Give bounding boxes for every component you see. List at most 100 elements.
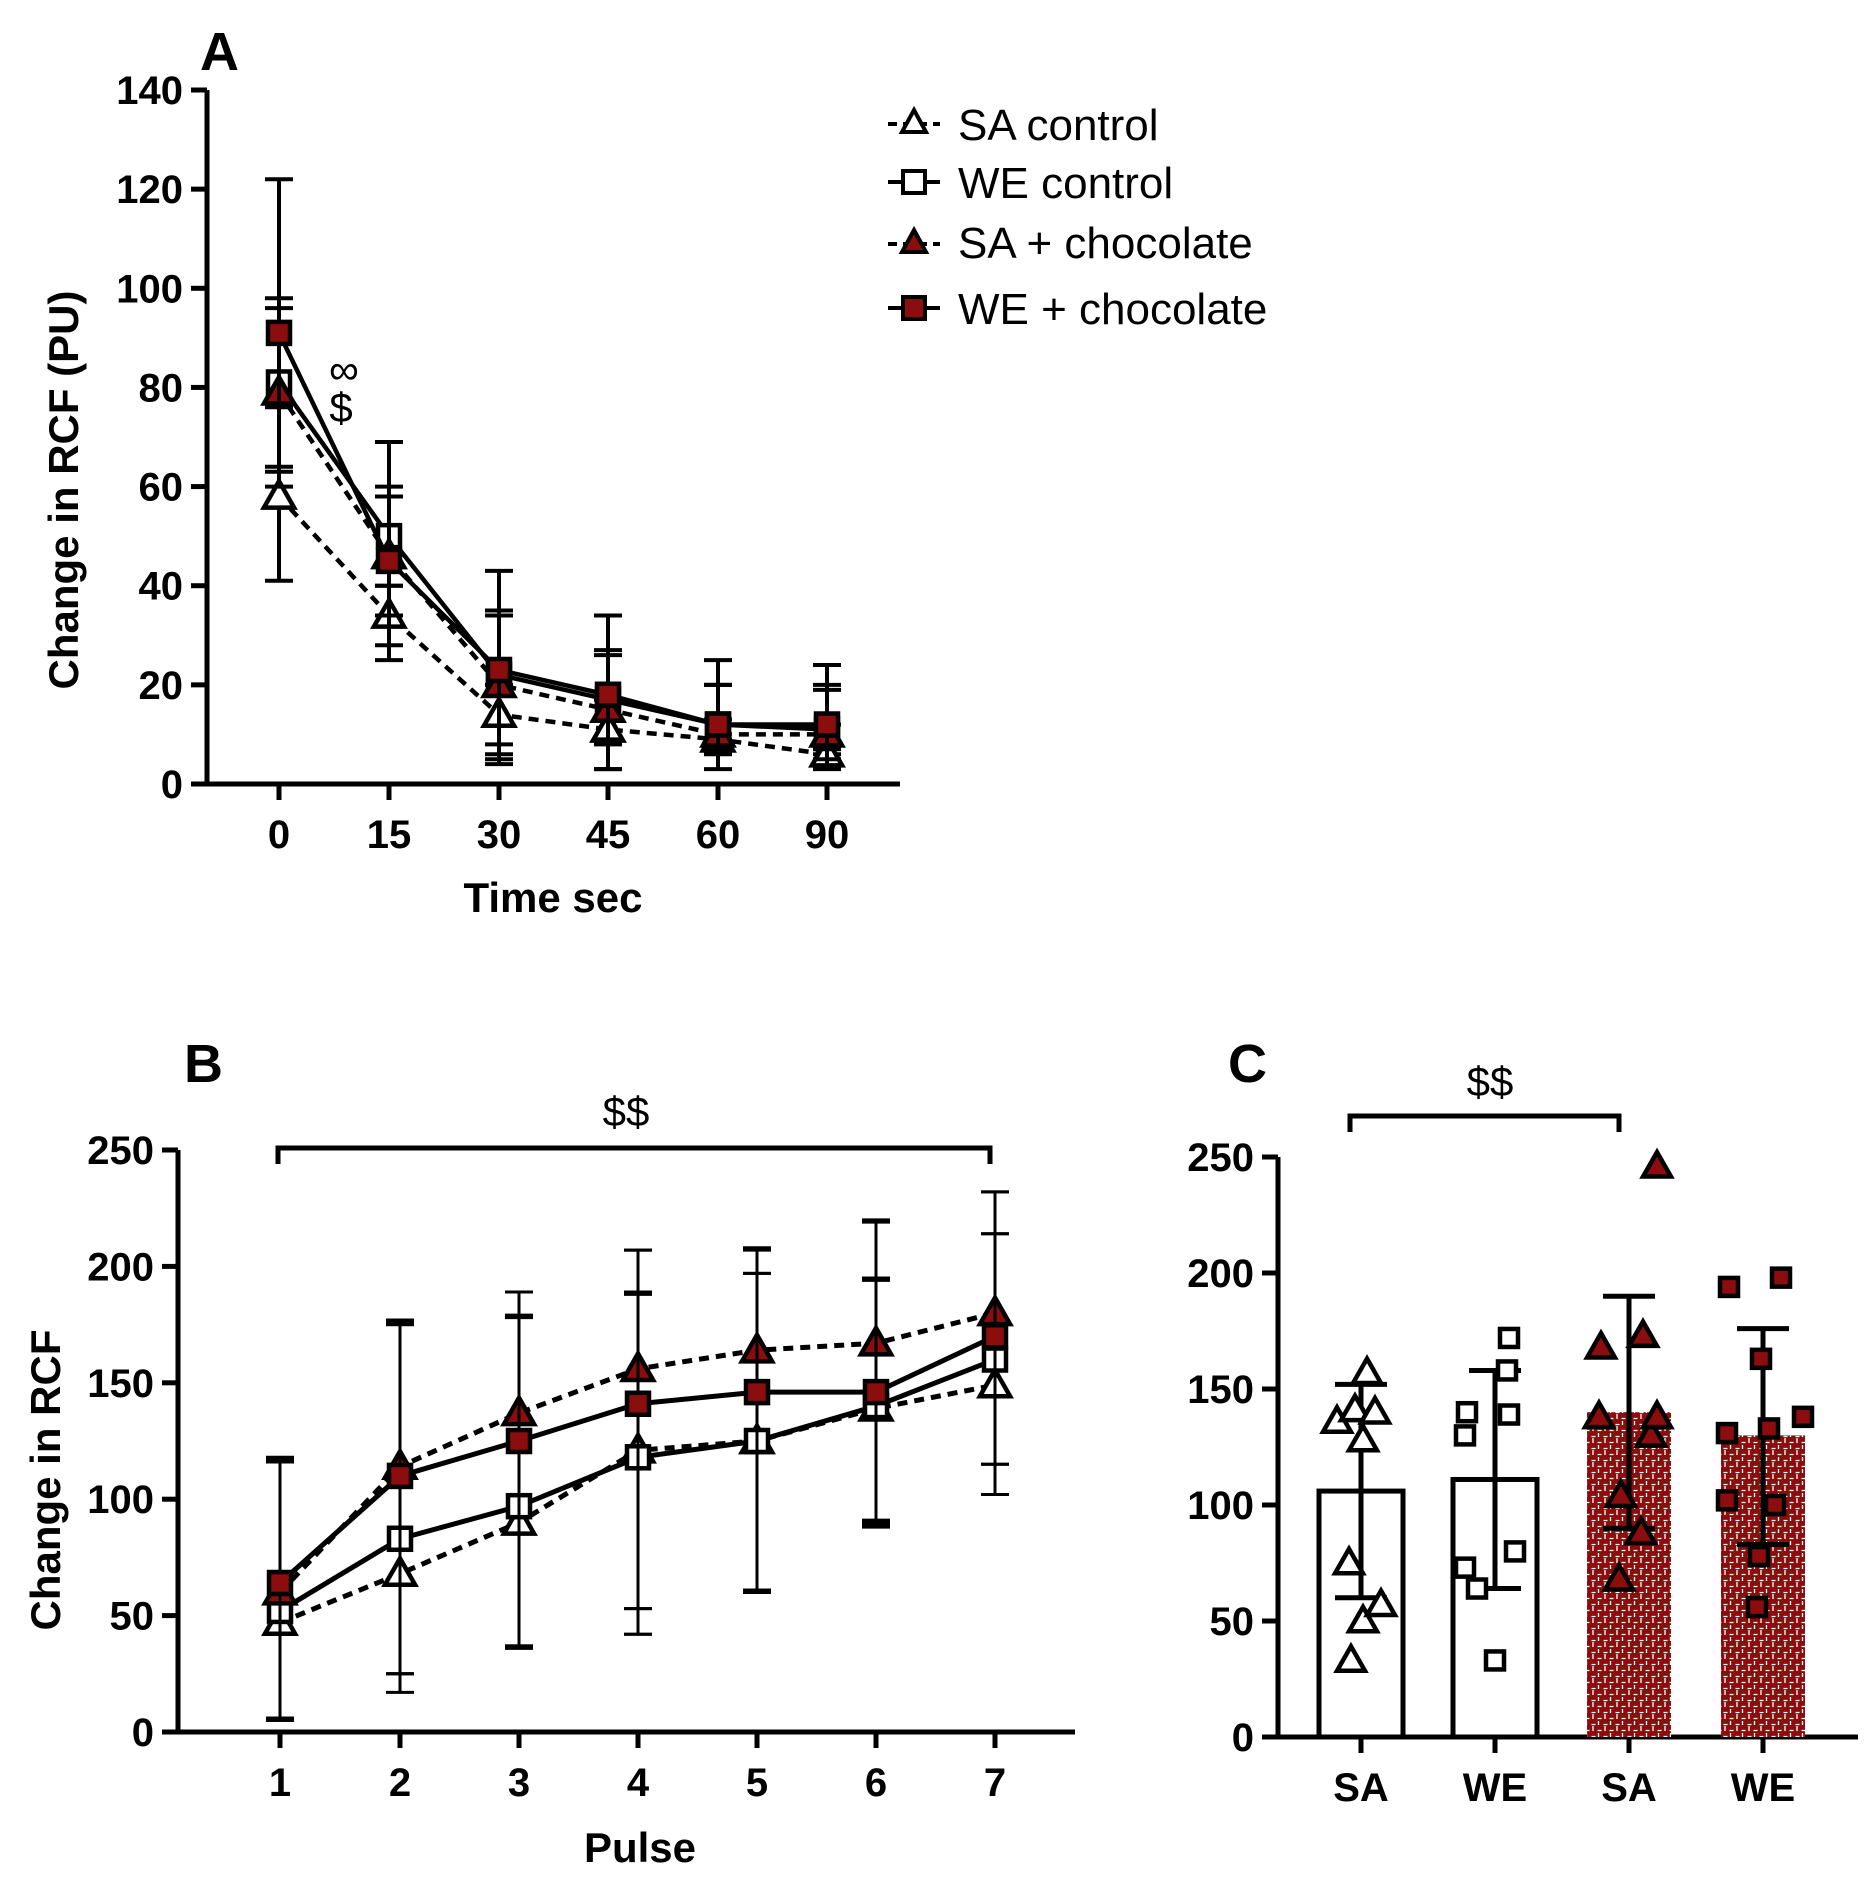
data-point: [1357, 1393, 1393, 1425]
data-point: [1625, 1316, 1661, 1349]
panel-b-y-tick-label: 50: [110, 1595, 155, 1639]
data-point: [485, 656, 513, 684]
panel-c-y-tick-label: 150: [1187, 1368, 1254, 1412]
panel-a-y-tick-label: 100: [116, 267, 183, 311]
data-point: [1747, 1544, 1771, 1568]
data-point: [1453, 1556, 1477, 1579]
data-point: [1363, 1586, 1399, 1618]
panel-c-significance-label: $$: [1467, 1058, 1514, 1105]
data-point: [1715, 1489, 1739, 1512]
data-point: [1745, 1595, 1769, 1619]
data-point: [1503, 1540, 1527, 1563]
data-point: [1333, 1641, 1369, 1673]
data-point: [813, 711, 841, 738]
data-point: [1455, 1400, 1479, 1424]
data-point: [1497, 1403, 1521, 1426]
legend-item-sa-control: SA control: [888, 101, 1159, 150]
panel-c-y-tick-label: 0: [1232, 1716, 1254, 1760]
data-point: [1715, 1421, 1739, 1445]
panel-c-y-tick-label: 50: [1210, 1600, 1255, 1644]
data-point: [266, 1569, 294, 1597]
data-point: [1581, 1398, 1617, 1430]
panel-b-x-tick-label: 6: [865, 1761, 887, 1805]
panel-a-annotation-dollar: $: [329, 384, 352, 431]
series-we-chocolate: [266, 1190, 1009, 1720]
panel-c-y-tick-label: 250: [1187, 1136, 1254, 1180]
data-point: [1603, 1477, 1639, 1509]
data-point: [1639, 1147, 1675, 1179]
data-point: [1757, 1417, 1781, 1440]
panel-c-x-tick-label: SA: [1333, 1766, 1389, 1810]
panel-b-significance-bracket: [275, 1145, 993, 1164]
legend-label: SA control: [958, 101, 1159, 150]
panel-c-x-tick-label: WE: [1731, 1766, 1795, 1810]
panel-b-y-tick-label: 100: [87, 1478, 154, 1522]
panel-a-x-tick-label: 0: [268, 813, 290, 857]
data-point: [594, 681, 622, 709]
panel-b-x-tick-label: 3: [508, 1761, 530, 1805]
panel-b-xlabel: Pulse: [584, 1824, 696, 1871]
data-point: [1497, 1326, 1521, 1350]
square-open-icon: [901, 169, 927, 195]
panel-c-chart: C 0 50 100 150 200 250 SA WE SA WE $$: [1187, 1034, 1858, 1810]
data-point: [743, 1378, 771, 1406]
data-point: [862, 1378, 890, 1406]
panel-a-axes: 0 20 40 60 80 100 120 140 0 15 30 45 60 90: [116, 69, 900, 857]
data-point: [1583, 1328, 1619, 1360]
data-point: [1453, 1424, 1477, 1447]
series-sa-control: [260, 405, 846, 772]
data-point: [1791, 1405, 1815, 1429]
series-we-chocolate: [265, 177, 841, 772]
data-point: [1769, 1266, 1793, 1289]
panel-a-x-tick-label: 15: [367, 813, 412, 857]
panel-a-y-tick-label: 0: [161, 763, 183, 807]
data-point: [981, 1322, 1009, 1350]
data-point: [1483, 1649, 1507, 1672]
data-point: [1495, 1359, 1519, 1382]
series-line: [276, 331, 827, 727]
series-line: [277, 494, 828, 757]
panel-b-x-tick-label: 1: [269, 1761, 291, 1805]
panel-b-y-tick-label: 250: [87, 1129, 154, 1173]
panel-b-x-tick-label: 5: [746, 1761, 768, 1805]
legend-label: WE control: [958, 159, 1173, 208]
panel-b-x-tick-label: 2: [389, 1761, 411, 1805]
panel-a-y-tick-label: 140: [116, 69, 183, 113]
square-filled-icon: [901, 295, 927, 321]
legend-label: WE + chocolate: [958, 285, 1267, 334]
data-point: [1633, 1416, 1669, 1448]
triangle-open-icon: [898, 105, 930, 134]
panel-b-axes: 0 50 100 150 200 250 1 2 3 4 5 6 7: [87, 1129, 1075, 1805]
panel-c-y-tick-label: 200: [1187, 1252, 1254, 1296]
data-point: [505, 1427, 533, 1455]
panel-b-y-tick-label: 200: [87, 1245, 154, 1289]
data-point: [375, 547, 403, 575]
bar-group-we-chocolate: [1715, 1266, 1815, 1737]
panel-a-y-tick-label: 60: [139, 466, 184, 510]
data-point: [386, 1462, 414, 1490]
panel-a-x-tick-label: 30: [477, 813, 522, 857]
bar-group-sa-control: [1316, 1354, 1406, 1740]
panel-c-bars: [1316, 1147, 1815, 1740]
panel-a-y-tick-label: 120: [116, 168, 183, 212]
panel-b-y-tick-label: 0: [132, 1711, 154, 1755]
panel-c-x-tick-label: SA: [1601, 1766, 1657, 1810]
panel-b-chart: B 0 50 100 150 200 250 1 2 3 4 5 6 7 $$ Pulse Change…: [22, 1034, 1075, 1871]
panel-a-y-tick-label: 80: [139, 366, 184, 410]
data-point: [1639, 1398, 1675, 1430]
legend-label: SA + chocolate: [958, 219, 1253, 268]
data-point: [1349, 1354, 1385, 1386]
legend-item-we-chocolate: WE + chocolate: [888, 285, 1267, 334]
data-point: [1337, 1391, 1373, 1423]
panel-a-series: [260, 177, 846, 772]
legend-item-sa-chocolate: SA + chocolate: [888, 219, 1253, 268]
data-point: [1601, 1560, 1637, 1592]
data-point: [265, 319, 293, 347]
panel-b-series: [261, 1190, 1014, 1722]
data-point: [1331, 1544, 1367, 1576]
panel-b-x-tick-label: 7: [984, 1761, 1006, 1805]
triangle-filled-icon: [898, 225, 930, 254]
panel-b-x-tick-label: 4: [627, 1761, 650, 1805]
panel-a-xlabel: Time sec: [463, 874, 642, 921]
